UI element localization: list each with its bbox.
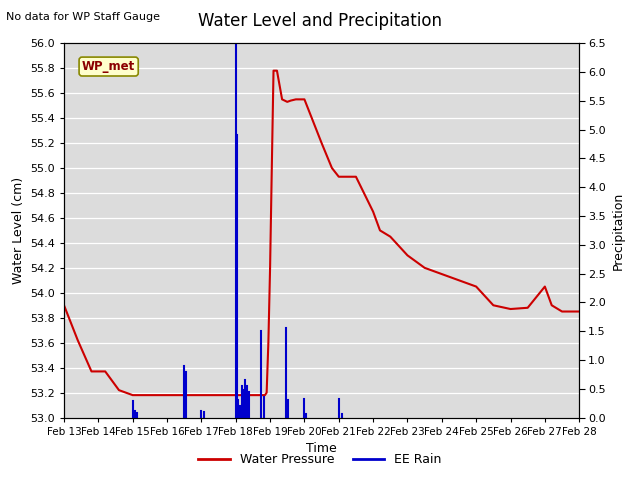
Y-axis label: Water Level (cm): Water Level (cm) (12, 177, 24, 284)
Text: WP_met: WP_met (82, 60, 135, 73)
Legend: Water Pressure, EE Rain: Water Pressure, EE Rain (193, 448, 447, 471)
Water Pressure (387, 234, 394, 240)
Water Pressure (490, 302, 497, 308)
Water Pressure (101, 369, 109, 374)
Water Pressure (263, 390, 271, 396)
Line: Water Pressure: Water Pressure (64, 71, 579, 395)
Water Pressure (198, 392, 205, 398)
Water Pressure (129, 392, 136, 398)
Water Pressure (264, 340, 272, 346)
Water Pressure (558, 309, 566, 314)
Water Pressure (163, 392, 171, 398)
Water Pressure (328, 165, 336, 171)
Water Pressure (278, 96, 286, 102)
Water Pressure (242, 392, 250, 398)
Water Pressure (60, 302, 68, 308)
Water Pressure (268, 165, 276, 171)
Water Pressure (259, 392, 267, 398)
Water Pressure (115, 387, 123, 393)
Water Pressure (438, 271, 445, 277)
Water Pressure (261, 392, 269, 398)
Water Pressure (301, 96, 308, 102)
Water Pressure (146, 392, 154, 398)
Water Pressure (215, 392, 223, 398)
Water Pressure (421, 265, 429, 271)
Water Pressure (287, 98, 294, 104)
Water Pressure (376, 228, 384, 233)
X-axis label: Time: Time (306, 442, 337, 455)
Water Pressure (335, 174, 342, 180)
Water Pressure (352, 174, 360, 180)
Y-axis label: Precipitation: Precipitation (612, 191, 625, 270)
Water Pressure (455, 277, 463, 283)
Water Pressure (269, 68, 277, 73)
Text: Water Level and Precipitation: Water Level and Precipitation (198, 12, 442, 30)
Water Pressure (88, 369, 95, 374)
Water Pressure (273, 68, 281, 73)
Water Pressure (292, 96, 300, 102)
Water Pressure (404, 252, 412, 258)
Water Pressure (232, 392, 239, 398)
Water Pressure (369, 209, 377, 215)
Water Pressure (249, 392, 257, 398)
Water Pressure (541, 284, 548, 289)
Water Pressure (284, 99, 291, 105)
Water Pressure (266, 265, 274, 271)
Water Pressure (180, 392, 188, 398)
Water Pressure (74, 337, 81, 343)
Water Pressure (256, 392, 264, 398)
Water Pressure (507, 306, 515, 312)
Water Pressure (318, 140, 326, 146)
Water Pressure (524, 305, 532, 311)
Water Pressure (472, 284, 480, 289)
Water Pressure (258, 392, 266, 398)
Water Pressure (575, 309, 583, 314)
Text: No data for WP Staff Gauge: No data for WP Staff Gauge (6, 12, 161, 22)
Water Pressure (548, 302, 556, 308)
